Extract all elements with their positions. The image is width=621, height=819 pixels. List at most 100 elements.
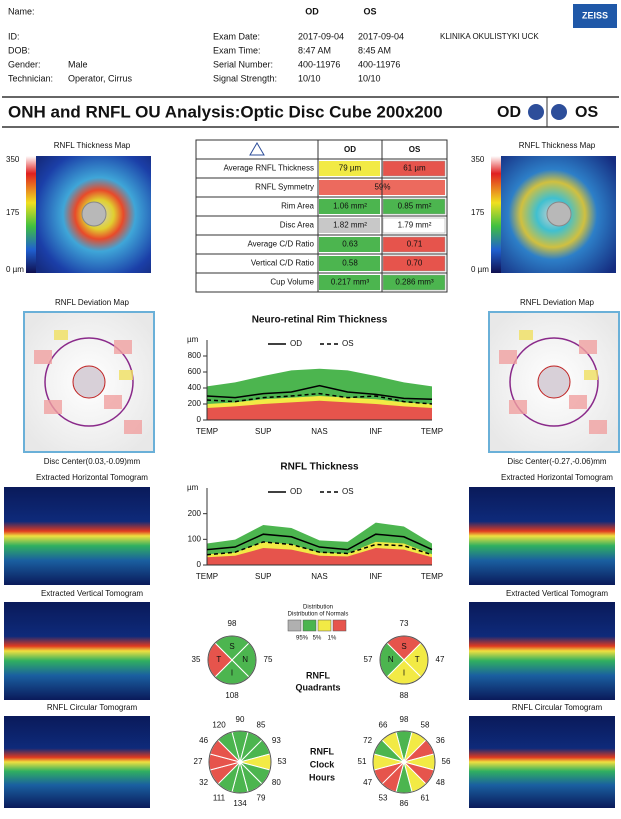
- cell-value: 1.06 mm²: [333, 202, 367, 211]
- field-label: Technician:: [8, 73, 53, 83]
- cell-value: 0.58: [342, 259, 358, 268]
- legend-swatch: [303, 620, 316, 631]
- deviation-patch: [519, 330, 533, 340]
- field-label: Exam Time:: [213, 45, 261, 55]
- section-label: RNFL: [306, 670, 330, 680]
- deviation-patch: [54, 330, 68, 340]
- axis-label: µm: [187, 483, 199, 492]
- quadrant-letter: I: [403, 668, 405, 677]
- legend-label: 95%: [296, 636, 309, 642]
- section-label: Hours: [309, 772, 335, 782]
- field-value: 2017-09-04: [358, 31, 404, 41]
- scale-label: 175: [471, 208, 485, 217]
- tomogram: [469, 716, 615, 808]
- scale-bar: [26, 156, 36, 273]
- panel-title: Extracted Vertical Tomogram: [506, 589, 608, 598]
- deviation-patch: [584, 370, 598, 380]
- x-tick-label: TEMP: [421, 427, 443, 436]
- clock-value: 58: [421, 721, 430, 730]
- clock-value: 61: [421, 793, 430, 802]
- row-label: Vertical C/D Ratio: [251, 259, 315, 268]
- clock-value: 36: [436, 736, 445, 745]
- report: Name:ID:DOB:Gender:MaleTechnician:Operat…: [0, 0, 621, 814]
- clock-value: 134: [233, 799, 247, 808]
- scale-bar: [491, 156, 501, 273]
- quadrant-value: 47: [436, 655, 445, 664]
- scale-label: 0 µm: [6, 265, 24, 274]
- section-label: RNFL: [310, 746, 334, 756]
- clock-value: 72: [363, 736, 372, 745]
- cell-value: 0.70: [407, 259, 423, 268]
- clock-value: 48: [436, 778, 445, 787]
- cell-value: 1.82 mm²: [333, 221, 367, 230]
- tomogram: [4, 487, 150, 585]
- axis-label: µm: [187, 335, 199, 344]
- eye-label: OS: [575, 104, 598, 121]
- x-tick-label: INF: [369, 572, 382, 581]
- panel-title: Extracted Vertical Tomogram: [41, 589, 143, 598]
- field-label: Gender:: [8, 59, 41, 69]
- row-label: Average C/D Ratio: [247, 240, 314, 249]
- panel-title: RNFL Circular Tomogram: [47, 703, 138, 712]
- legend-label: OD: [290, 339, 302, 348]
- column-header: OS: [363, 6, 376, 16]
- legend-label: 5%: [313, 636, 322, 642]
- x-tick-label: NAS: [311, 572, 327, 581]
- quadrant-letter: S: [229, 642, 234, 651]
- deviation-patch: [569, 395, 587, 409]
- clock-value: 86: [400, 799, 409, 808]
- field-value: 10/10: [298, 73, 321, 83]
- table-header: OD: [344, 145, 356, 154]
- tomogram: [4, 716, 150, 808]
- optic-disc: [82, 202, 106, 226]
- field-value: 400-11976: [298, 59, 340, 69]
- y-tick-label: 600: [188, 367, 202, 376]
- quadrant-letter: T: [216, 655, 221, 664]
- panel-title: RNFL Deviation Map: [55, 298, 130, 307]
- legend-label: OS: [342, 339, 354, 348]
- deviation-patch: [579, 340, 597, 354]
- eye-label: OD: [497, 104, 521, 121]
- brand-text: ZEISS: [582, 10, 608, 20]
- legend-swatch: [288, 620, 301, 631]
- y-tick-label: 100: [188, 534, 202, 543]
- field-value: 8:47 AM: [298, 45, 331, 55]
- panel-title: Extracted Horizontal Tomogram: [501, 473, 613, 482]
- quadrant-letter: N: [388, 655, 394, 664]
- cell-value: 79 µm: [339, 164, 362, 173]
- clock-value: 80: [272, 778, 281, 787]
- row-label: Disc Area: [280, 221, 315, 230]
- field-label: ID:: [8, 31, 20, 41]
- scale-label: 350: [471, 155, 485, 164]
- legend-label: OS: [342, 487, 354, 496]
- clock-value: 47: [363, 778, 372, 787]
- x-tick-label: TEMP: [196, 427, 218, 436]
- quadrant-letter: T: [415, 655, 420, 664]
- cell-value: 61 µm: [403, 164, 426, 173]
- deviation-patch: [119, 370, 133, 380]
- clock-value: 93: [272, 736, 281, 745]
- scale-label: 0 µm: [471, 265, 489, 274]
- disc-circle: [73, 366, 105, 398]
- disc-center: Disc Center(-0.27,-0.06)mm: [507, 457, 606, 466]
- field-label: Exam Date:: [213, 31, 260, 41]
- clock-value: 66: [379, 721, 388, 730]
- clock-value: 90: [236, 715, 245, 724]
- y-tick-label: 200: [188, 399, 202, 408]
- quadrant-letter: S: [401, 642, 406, 651]
- field-label: Serial Number:: [213, 59, 273, 69]
- chart-title: Neuro-retinal Rim Thickness: [252, 315, 388, 326]
- clock-value: 27: [194, 757, 203, 766]
- deviation-patch: [509, 400, 527, 414]
- eye-dot: [528, 104, 544, 120]
- y-tick-label: 0: [197, 560, 202, 569]
- panel-title: Extracted Horizontal Tomogram: [36, 473, 148, 482]
- quadrant-value: 35: [192, 655, 201, 664]
- report-title: ONH and RNFL OU Analysis:Optic Disc Cube…: [8, 102, 443, 121]
- field-label: Signal Strength:: [213, 73, 277, 83]
- quadrant-value: 73: [400, 619, 409, 628]
- legend-swatch: [333, 620, 346, 631]
- clock-value: 111: [213, 793, 226, 802]
- panel-title: RNFL Circular Tomogram: [512, 703, 603, 712]
- legend-label: 1%: [328, 636, 337, 642]
